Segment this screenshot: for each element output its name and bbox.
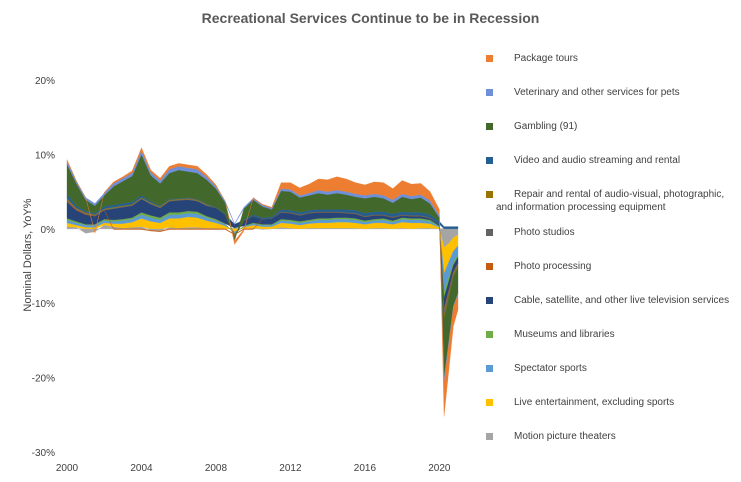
- legend-swatch: [486, 157, 493, 164]
- legend-item: Photo studios: [486, 226, 736, 239]
- legend-item: Live entertainment, excluding sports: [486, 396, 736, 409]
- legend-item: Photo processing: [486, 260, 736, 273]
- legend-swatch: [486, 263, 493, 270]
- legend-label: Package tours: [514, 53, 578, 64]
- y-tick-label: -20%: [32, 374, 55, 385]
- legend-item: Video and audio streaming and rental: [486, 154, 736, 167]
- legend-item: Veterinary and other services for pets: [486, 86, 736, 99]
- legend-swatch: [486, 229, 493, 236]
- legend-item: Museums and libraries: [486, 328, 736, 341]
- legend-item: Gambling (91): [486, 120, 736, 133]
- legend-swatch: [486, 297, 493, 304]
- legend-item: Spectator sports: [486, 362, 736, 375]
- legend-label: Repair and rental of audio-visual, photo…: [496, 189, 725, 213]
- series-area-11: [66, 147, 459, 417]
- chart-title: Recreational Services Continue to be in …: [201, 10, 540, 26]
- legend-label: Motion picture theaters: [514, 431, 616, 442]
- series-area-5: [66, 200, 459, 312]
- legend-swatch: [486, 55, 493, 62]
- y-tick-label: 20%: [35, 76, 55, 87]
- legend-label: Video and audio streaming and rental: [514, 155, 681, 166]
- legend-label: Photo studios: [514, 227, 575, 238]
- y-tick-label: -30%: [32, 448, 55, 459]
- x-tick-label: 2016: [354, 463, 377, 474]
- legend-label: Live entertainment, excluding sports: [514, 397, 675, 408]
- legend-item: Repair and rental of audio-visual, photo…: [486, 188, 736, 214]
- legend-item: Package tours: [486, 52, 736, 65]
- legend-swatch: [486, 191, 493, 198]
- legend-swatch: [486, 399, 493, 406]
- x-tick-label: 2012: [279, 463, 302, 474]
- legend-item: Cable, satellite, and other live televis…: [486, 294, 736, 307]
- y-tick-label: 0%: [41, 225, 56, 236]
- legend-swatch: [486, 365, 493, 372]
- x-tick-label: 2000: [56, 463, 79, 474]
- x-tick-label: 2008: [205, 463, 228, 474]
- legend-swatch: [486, 331, 493, 338]
- x-tick-label: 2020: [428, 463, 451, 474]
- legend-swatch: [486, 433, 493, 440]
- legend-label: Cable, satellite, and other live televis…: [514, 295, 730, 306]
- x-tick-label: 2004: [130, 463, 153, 474]
- y-tick-label: -10%: [32, 299, 55, 310]
- legend-item: Motion picture theaters: [486, 430, 736, 443]
- legend-label: Spectator sports: [514, 363, 587, 374]
- legend-label: Gambling (91): [514, 121, 578, 132]
- legend-label: Museums and libraries: [514, 329, 615, 340]
- legend-label: Veterinary and other services for pets: [514, 87, 680, 98]
- legend-label: Photo processing: [514, 261, 592, 272]
- y-tick-label: 10%: [35, 150, 55, 161]
- legend-swatch: [486, 89, 493, 96]
- legend-swatch: [486, 123, 493, 130]
